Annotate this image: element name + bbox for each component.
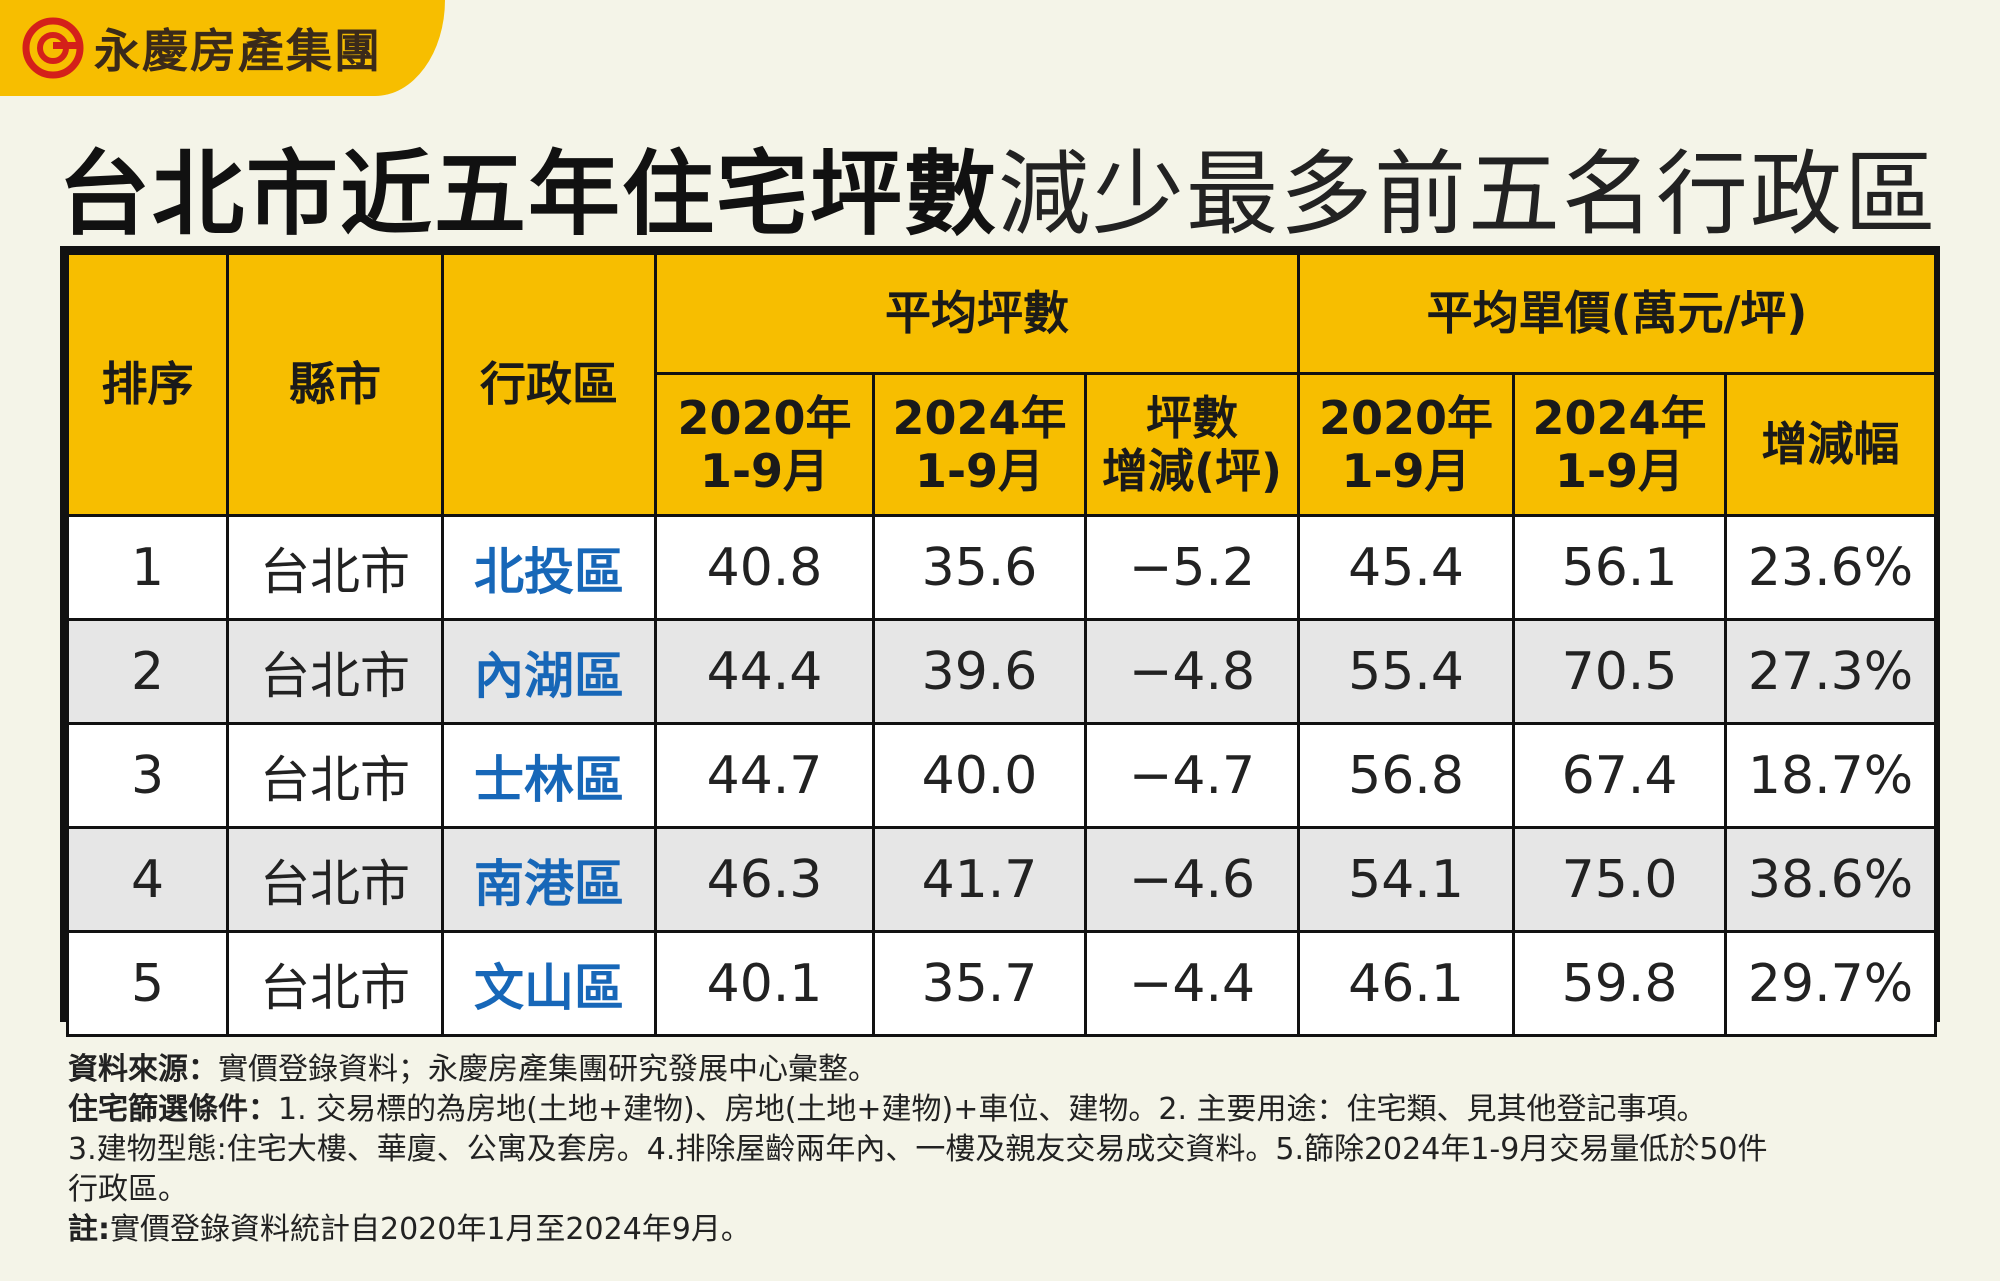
cell-district: 北投區 xyxy=(441,514,657,621)
cell-area-2024: 35.7 xyxy=(872,930,1087,1037)
cell-district: 士林區 xyxy=(441,722,657,829)
note-source: 資料來源：實價登錄資料；永慶房產集團研究發展中心彙整。 xyxy=(68,1052,878,1087)
table-row: 1 台北市 北投區 40.8 35.6 −5.2 45.4 56.1 23.6% xyxy=(66,514,1938,621)
cell-rank: 4 xyxy=(66,826,229,933)
cell-area-2020: 44.7 xyxy=(654,722,875,829)
header-city: 縣市 xyxy=(226,252,444,517)
cell-area-2020: 40.1 xyxy=(654,930,875,1037)
cell-price-change: 27.3% xyxy=(1724,618,1938,725)
cell-rank: 1 xyxy=(66,514,229,621)
cell-area-change: −5.2 xyxy=(1083,514,1301,621)
cell-price-2024: 59.8 xyxy=(1512,930,1728,1037)
header-area-2020: 2020年 1-9月 xyxy=(654,372,875,517)
cell-area-2020: 40.8 xyxy=(654,514,875,621)
brand-banner: 永慶房產集團 xyxy=(0,0,445,96)
cell-price-2020: 54.1 xyxy=(1297,826,1516,933)
data-table: 排序 縣市 行政區 平均坪數 平均單價(萬元/坪) 2020年 1-9月 2024… xyxy=(66,252,1938,1037)
brand-logo-icon xyxy=(22,17,84,79)
header-district: 行政區 xyxy=(441,252,657,517)
cell-price-2024: 56.1 xyxy=(1512,514,1728,621)
cell-price-2024: 70.5 xyxy=(1512,618,1728,725)
note-remark: 註:實價登錄資料統計自2020年1月至2024年9月。 xyxy=(68,1212,751,1247)
cell-rank: 3 xyxy=(66,722,229,829)
cell-area-2020: 44.4 xyxy=(654,618,875,725)
note-filter-line3: 行政區。 xyxy=(68,1172,188,1207)
cell-price-2020: 46.1 xyxy=(1297,930,1516,1037)
header-area-change: 坪數 增減(坪) xyxy=(1083,372,1301,517)
footnotes: 資料來源：實價登錄資料；永慶房產集團研究發展中心彙整。 住宅篩選條件：1. 交易… xyxy=(68,1050,1928,1250)
table-row: 3 台北市 士林區 44.7 40.0 −4.7 56.8 67.4 18.7% xyxy=(66,722,1938,829)
table-row: 4 台北市 南港區 46.3 41.7 −4.6 54.1 75.0 38.6% xyxy=(66,826,1938,933)
cell-district: 內湖區 xyxy=(441,618,657,725)
cell-rank: 2 xyxy=(66,618,229,725)
header-rank: 排序 xyxy=(66,252,229,517)
cell-price-change: 23.6% xyxy=(1724,514,1938,621)
table-row: 5 台北市 文山區 40.1 35.7 −4.4 46.1 59.8 29.7% xyxy=(66,930,1938,1037)
title-light: 減少最多前五名行政區 xyxy=(998,141,1939,248)
cell-rank: 5 xyxy=(66,930,229,1037)
header-price-2020: 2020年 1-9月 xyxy=(1297,372,1516,517)
table-row: 2 台北市 內湖區 44.4 39.6 −4.8 55.4 70.5 27.3% xyxy=(66,618,1938,725)
header-price-2024: 2024年 1-9月 xyxy=(1512,372,1728,517)
header-group-price: 平均單價(萬元/坪) xyxy=(1297,252,1938,375)
cell-city: 台北市 xyxy=(226,514,444,621)
brand-name: 永慶房產集團 xyxy=(94,24,382,78)
cell-district: 南港區 xyxy=(441,826,657,933)
cell-area-2020: 46.3 xyxy=(654,826,875,933)
cell-price-2024: 67.4 xyxy=(1512,722,1728,829)
title-bold: 台北市近五年住宅坪數 xyxy=(58,141,999,248)
header-area-2024: 2024年 1-9月 xyxy=(872,372,1087,517)
cell-price-change: 29.7% xyxy=(1724,930,1938,1037)
page-title: 台北市近五年住宅坪數減少最多前五名行政區 xyxy=(58,120,1938,248)
cell-district: 文山區 xyxy=(441,930,657,1037)
cell-area-change: −4.8 xyxy=(1083,618,1301,725)
cell-area-2024: 35.6 xyxy=(872,514,1087,621)
cell-price-2020: 45.4 xyxy=(1297,514,1516,621)
cell-price-change: 38.6% xyxy=(1724,826,1938,933)
cell-price-2024: 75.0 xyxy=(1512,826,1728,933)
cell-area-change: −4.4 xyxy=(1083,930,1301,1037)
cell-area-2024: 39.6 xyxy=(872,618,1087,725)
data-table-container: 排序 縣市 行政區 平均坪數 平均單價(萬元/坪) 2020年 1-9月 2024… xyxy=(60,246,1940,1037)
header-group-area: 平均坪數 xyxy=(653,252,1301,375)
header-price-change: 增減幅 xyxy=(1724,372,1938,517)
cell-area-change: −4.7 xyxy=(1083,722,1301,829)
cell-area-2024: 41.7 xyxy=(872,826,1087,933)
cell-city: 台北市 xyxy=(226,826,444,933)
cell-price-change: 18.7% xyxy=(1724,722,1938,829)
cell-price-2020: 56.8 xyxy=(1297,722,1516,829)
cell-area-2024: 40.0 xyxy=(872,722,1087,829)
cell-price-2020: 55.4 xyxy=(1297,618,1516,725)
cell-city: 台北市 xyxy=(226,618,444,725)
note-filter: 住宅篩選條件：1. 交易標的為房地(土地+建物)、房地(土地+建物)+車位、建物… xyxy=(68,1092,1707,1127)
cell-city: 台北市 xyxy=(226,722,444,829)
note-filter-line2: 3.建物型態:住宅大樓、華廈、公寓及套房。4.排除屋齡兩年內、一樓及親友交易成交… xyxy=(68,1132,1768,1167)
cell-area-change: −4.6 xyxy=(1083,826,1301,933)
cell-city: 台北市 xyxy=(226,930,444,1037)
